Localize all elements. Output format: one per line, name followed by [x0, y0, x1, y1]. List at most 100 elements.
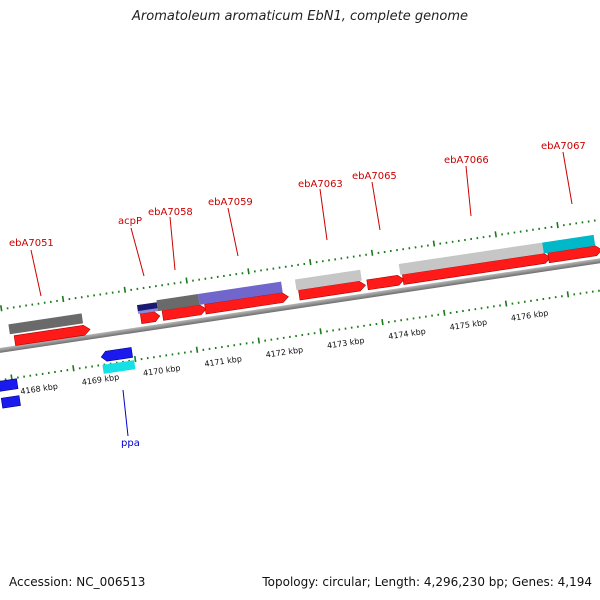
scale-label: 4173 kbp [326, 336, 365, 350]
minor-tick [377, 251, 380, 254]
minor-tick [375, 322, 378, 326]
gene-label-ebA7058[interactable]: ebA7058 [148, 207, 193, 218]
gene-label-acpP[interactable]: acpP [118, 216, 142, 227]
minor-tick [363, 324, 366, 327]
minor-tick [511, 302, 514, 305]
gene-arrow-ebA7065[interactable] [366, 274, 405, 291]
minor-tick [60, 369, 63, 373]
gene-arrow-left-edge[interactable] [0, 395, 21, 409]
major-tick [381, 318, 384, 326]
minor-tick [482, 236, 485, 239]
minor-tick [4, 378, 7, 381]
minor-tick [159, 355, 162, 358]
minor-tick [554, 296, 557, 299]
minor-tick [464, 238, 466, 242]
gene-label-ebA7065[interactable]: ebA7065 [352, 171, 397, 182]
minor-tick [476, 236, 479, 240]
minor-tick [352, 255, 355, 258]
minor-tick [321, 260, 324, 263]
minor-tick [389, 249, 392, 253]
minor-tick [598, 289, 600, 292]
gene-arrow-ebA7051[interactable] [13, 324, 91, 346]
minor-tick [326, 330, 328, 333]
minor-tick [140, 357, 143, 361]
minor-tick [501, 233, 504, 236]
minor-tick [303, 262, 306, 266]
minor-tick [344, 327, 347, 330]
feature-bar [137, 308, 159, 315]
major-tick [10, 374, 13, 381]
forward-gene-track [13, 245, 600, 346]
scale-label: 4169 kbp [81, 373, 120, 387]
minor-tick [142, 286, 145, 290]
minor-tick [190, 350, 192, 353]
minor-tick [420, 245, 423, 248]
minor-tick [229, 273, 232, 277]
minor-tick [562, 224, 565, 227]
minor-tick [412, 317, 415, 320]
feature-track [8, 234, 596, 335]
feature-bar [197, 281, 283, 305]
minor-tick [513, 231, 516, 234]
minor-tick [253, 270, 256, 273]
minor-tick [177, 352, 180, 355]
gene-label-ebA7063[interactable]: ebA7063 [298, 179, 343, 190]
major-tick [566, 291, 570, 298]
minor-tick [80, 296, 83, 299]
minor-tick [54, 370, 56, 374]
minor-tick [290, 264, 293, 267]
outer-tick-track [0, 219, 596, 312]
scale-labels: 4168 kbp 4169 kbp 4170 kbp 4171 kbp 4172 kbp… [20, 308, 549, 396]
major-tick [61, 295, 65, 303]
minor-tick [573, 293, 576, 296]
gene-label-ppa[interactable]: ppa [121, 438, 140, 449]
minor-tick [266, 268, 269, 271]
minor-tick [214, 346, 217, 350]
scale-label: 4171 kbp [204, 354, 243, 368]
minor-tick [474, 308, 477, 311]
minor-tick [288, 335, 291, 339]
minor-tick [346, 256, 349, 259]
minor-tick [369, 323, 372, 326]
minor-tick [338, 328, 341, 331]
minor-tick [152, 356, 155, 359]
minor-tick [480, 307, 483, 310]
minor-tick [272, 267, 275, 270]
minor-tick [387, 321, 390, 324]
feature-bar [156, 294, 200, 312]
minor-tick [424, 315, 427, 318]
scale-label: 4174 kbp [388, 327, 427, 341]
minor-tick [41, 372, 44, 375]
minor-tick [264, 339, 267, 342]
minor-tick [167, 283, 170, 286]
scale-label: 4168 kbp [20, 382, 59, 396]
label-leaders [30, 151, 573, 297]
minor-tick [202, 348, 205, 351]
scale-label: 4170 kbp [142, 363, 181, 377]
feature-bar [294, 269, 362, 291]
minor-tick [208, 347, 211, 351]
minor-tick [239, 343, 242, 346]
minor-tick [12, 306, 15, 309]
gene-arrow-ppa[interactable] [100, 347, 133, 362]
minor-tick [35, 373, 38, 376]
minor-tick [198, 278, 201, 281]
gene-label-ebA7051[interactable]: ebA7051 [9, 238, 54, 249]
minor-tick [192, 279, 194, 282]
minor-tick [270, 338, 273, 341]
gene-label-ebA7067[interactable]: ebA7067 [541, 141, 586, 152]
reverse-gene-track [0, 347, 136, 409]
minor-tick [334, 258, 337, 261]
gene-label-ebA7066[interactable]: ebA7066 [444, 155, 489, 166]
minor-tick [29, 374, 32, 377]
gene-label-ebA7059[interactable]: ebA7059 [208, 197, 253, 208]
minor-tick [517, 301, 520, 304]
gene-arrow-left-edge[interactable] [0, 378, 19, 392]
minor-tick [530, 299, 532, 302]
minor-tick [525, 229, 528, 232]
major-tick [370, 249, 374, 256]
minor-tick [507, 232, 510, 235]
major-tick [72, 365, 75, 372]
minor-tick [23, 375, 26, 378]
